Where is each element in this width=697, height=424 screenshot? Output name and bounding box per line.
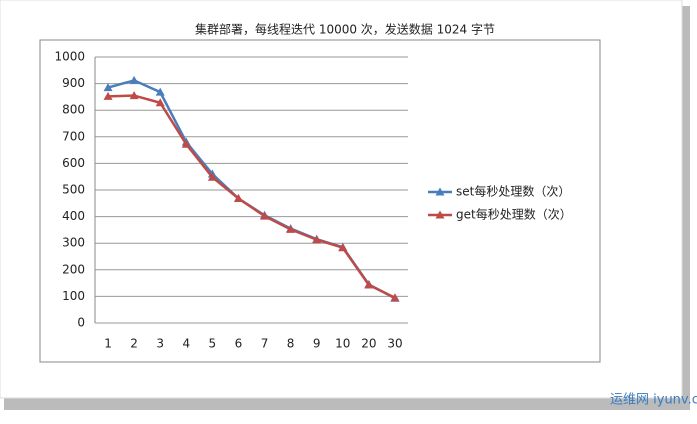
- point-marker: [155, 87, 165, 96]
- chart-frame: [39, 39, 601, 363]
- x-tick-label: 20: [361, 337, 376, 351]
- y-tick-label: 900: [62, 76, 85, 90]
- point-marker: [129, 91, 139, 100]
- chart-title: 集群部署，每线程迭代 10000 次，发送数据 1024 字节: [195, 22, 495, 37]
- point-marker: [155, 98, 165, 107]
- y-tick-label: 1000: [54, 50, 85, 64]
- y-tick-label: 700: [62, 129, 85, 143]
- legend-marker: [435, 187, 445, 196]
- x-tick-label: 10: [335, 337, 350, 351]
- point-marker: [181, 139, 191, 148]
- y-tick-label: 200: [62, 262, 85, 276]
- y-tick-label: 300: [62, 236, 85, 250]
- point-marker: [207, 172, 217, 181]
- watermark: 运维网 iyunv.com: [610, 393, 697, 408]
- x-tick-label: 1: [104, 337, 112, 351]
- point-marker: [390, 293, 400, 302]
- point-marker: [286, 224, 296, 233]
- series-line: [108, 94, 396, 299]
- y-tick-label: 600: [62, 156, 85, 170]
- x-tick-label: 7: [261, 337, 269, 351]
- x-tick-label: 30: [387, 337, 402, 351]
- x-tick-label: 2: [130, 337, 138, 351]
- x-tick-label: 9: [313, 337, 321, 351]
- point-marker: [312, 235, 322, 244]
- point-marker: [129, 75, 139, 84]
- y-tick-label: 400: [62, 209, 85, 223]
- point-marker: [260, 211, 270, 220]
- point-marker: [338, 243, 348, 252]
- point-marker: [103, 83, 113, 92]
- point-marker: [233, 194, 243, 203]
- y-tick-label: 500: [62, 183, 85, 197]
- x-tick-label: 6: [235, 337, 243, 351]
- legend-label: set每秒处理数（次）: [456, 184, 570, 199]
- y-tick-label: 100: [62, 289, 85, 303]
- x-tick-label: 3: [156, 337, 164, 351]
- y-tick-label: 0: [77, 316, 85, 330]
- y-tick-label: 800: [62, 103, 85, 117]
- point-marker: [103, 91, 113, 100]
- x-tick-label: 8: [287, 337, 295, 351]
- x-tick-label: 4: [182, 337, 190, 351]
- x-tick-label: 5: [209, 337, 217, 351]
- point-marker: [364, 280, 374, 289]
- legend-label: get每秒处理数（次）: [456, 207, 572, 222]
- legend-marker: [435, 210, 445, 219]
